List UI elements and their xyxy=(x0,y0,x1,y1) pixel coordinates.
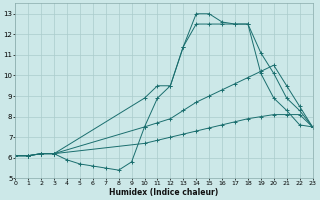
X-axis label: Humidex (Indice chaleur): Humidex (Indice chaleur) xyxy=(109,188,219,197)
